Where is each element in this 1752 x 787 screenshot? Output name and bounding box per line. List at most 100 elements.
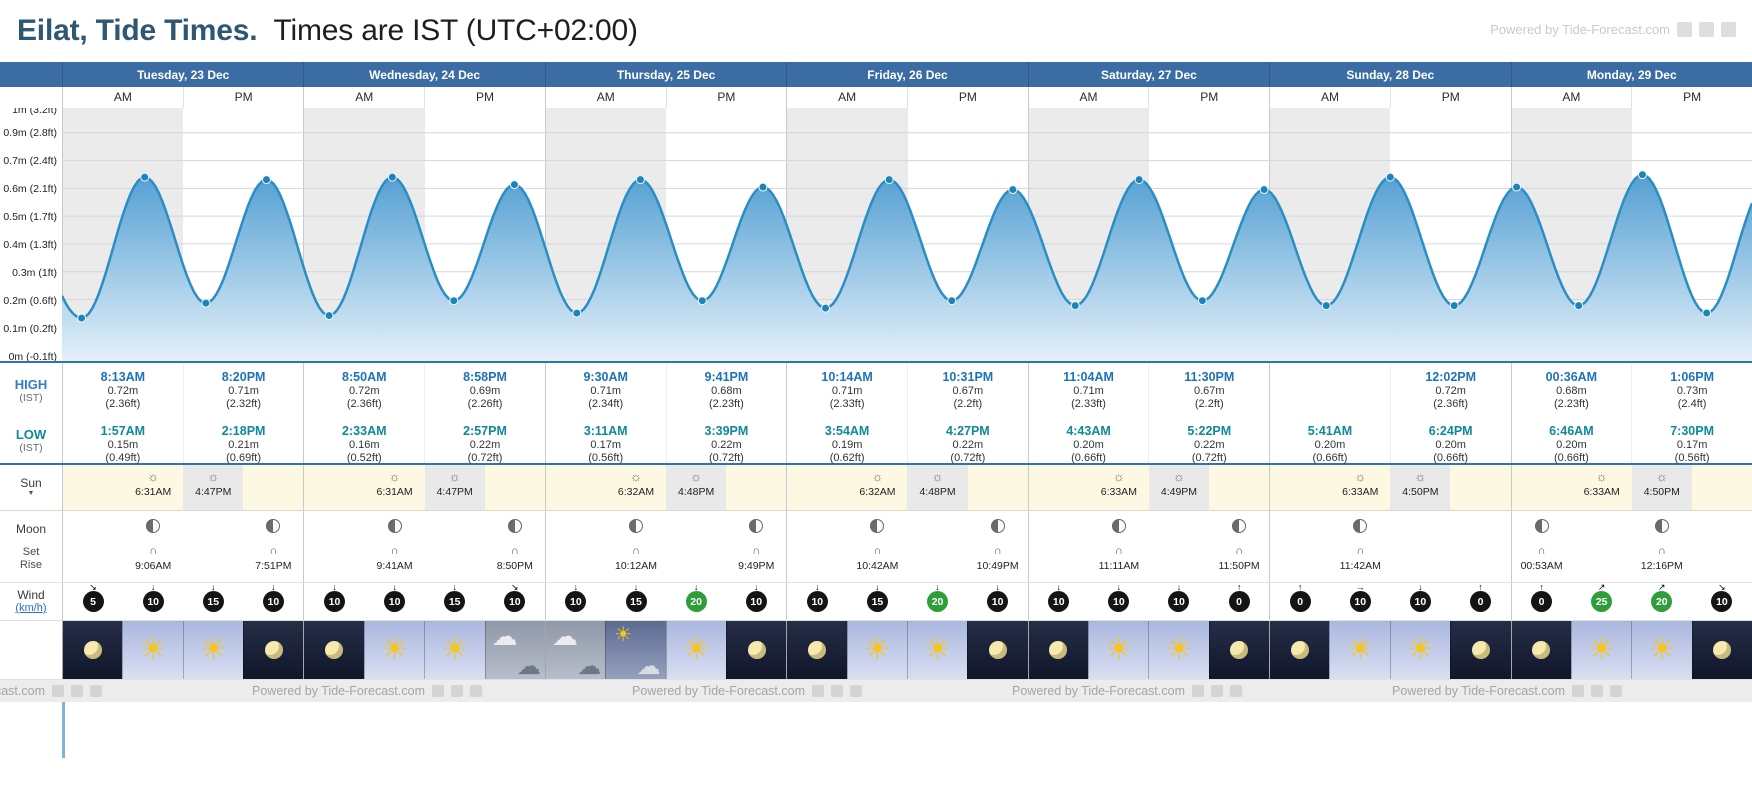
- high-tide-time: 1:06PM: [1670, 370, 1714, 384]
- moon-cell: ∩ 9:49PM: [726, 511, 786, 582]
- wind-cell: 0 ↑: [1270, 582, 1330, 620]
- weather-night-tile: [1511, 621, 1571, 679]
- moon-cell: ∩ 10:12AM: [606, 511, 666, 582]
- ampm-label: AM: [113, 90, 132, 104]
- tide-extreme-dot: [1259, 185, 1269, 195]
- wind-row-header: Wind (km/h): [0, 583, 62, 620]
- sun-empty-cell: [1450, 465, 1510, 510]
- wind-row-label: Wind: [17, 588, 45, 602]
- day-sun: ☼ 6:33AM ☼ 4:50PM: [1269, 465, 1510, 510]
- ampm-label: AM: [1562, 90, 1581, 104]
- tide-extreme-dot: [201, 298, 211, 308]
- tide-extreme-dot: [449, 296, 459, 306]
- moon-phase-icon: [990, 519, 1005, 533]
- low-tide-cell: 2:18PM 0.21m (0.69ft): [182, 417, 304, 464]
- chevron-down-icon[interactable]: ▼: [27, 490, 35, 497]
- social-icon: [432, 685, 444, 697]
- wind-speed-badge: 15 ↓: [202, 582, 224, 612]
- moon-cell: [1149, 511, 1209, 582]
- wind-speed-badge: 0 ↑: [1469, 582, 1491, 612]
- wind-speed-badge: 10 ↘: [504, 582, 526, 612]
- moon-rise-time: 11:42AM: [1339, 560, 1381, 572]
- social-icon: [1677, 22, 1692, 37]
- moon-set-icon: ∩: [752, 545, 761, 557]
- day-moon: ∩ 10:42AM ∩ 10:49PM: [786, 511, 1027, 582]
- day-header: Thursday, 25 Dec: [544, 62, 786, 87]
- high-tide-height-ft: (2.33ft): [1071, 398, 1106, 410]
- high-tide-height-m: 0.67m: [952, 385, 984, 397]
- sunrise-time: 6:32AM: [859, 486, 896, 498]
- low-tide-height-m: 0.15m: [107, 439, 139, 451]
- day-header: Tuesday, 23 Dec: [62, 62, 303, 87]
- sunset-icon: ☼: [207, 469, 220, 484]
- low-tide-height-ft: (0.72ft): [1191, 452, 1227, 464]
- low-tide-height-ft: (0.56ft): [1674, 452, 1710, 464]
- high-tide-time: 8:13AM: [100, 370, 146, 384]
- low-tide-height-m: 0.17m: [590, 439, 621, 451]
- high-tide-height-m: 0.67m: [1193, 385, 1225, 397]
- moon-icon: [83, 641, 102, 659]
- day-wind: 0 ↑ 25 ↗ 20 ↗ 10 ↘: [1510, 582, 1752, 620]
- wind-cell: 20 ↓: [666, 582, 726, 620]
- low-tide-height-m: 0.20m: [1435, 439, 1466, 451]
- cloud-icon: ☁: [516, 653, 541, 679]
- high-tide-time: 11:30PM: [1184, 370, 1235, 384]
- header-gutter: [0, 62, 62, 87]
- moon-cell: [183, 511, 243, 582]
- social-icon: [1572, 685, 1584, 697]
- wind-direction-arrow: ↑: [1236, 582, 1242, 592]
- wind-direction-arrow: ↓: [1056, 582, 1061, 592]
- day-moon: ∩ 00:53AM ∩ 12:16PM: [1510, 511, 1752, 582]
- moon-row: Moon Set Rise ∩ 9:06AM ∩ 7:51PM ∩ 9:41AM ∩ 8:50…: [0, 511, 1752, 583]
- day-ampm: AM PM: [1510, 87, 1752, 108]
- low-tide-height-m: 0.20m: [1556, 439, 1587, 451]
- y-axis: 1m (3.2ft) 0.9m (2.8ft) 0.7m (2.4ft) 0.6m (…: [0, 108, 62, 361]
- moon-set-label: Set: [22, 545, 40, 558]
- low-tide-time: 4:27PM: [945, 424, 990, 438]
- sunrise-cell: ☼ 6:32AM: [606, 465, 666, 510]
- wind-cell: 10 ↓: [123, 582, 183, 620]
- low-tide-cell: 4:43AM 0.20m (0.66ft): [1029, 417, 1149, 464]
- low-tide-time: 2:57PM: [463, 424, 507, 438]
- wind-direction-arrow: ↓: [1176, 582, 1182, 592]
- sun-row-label: Sun: [20, 476, 42, 490]
- sunrise-cell: ☼ 6:33AM: [1572, 465, 1632, 510]
- wind-cell: 10 ↓: [1390, 582, 1450, 620]
- day-wind: 10 ↓ 15 ↓ 20 ↓ 10 ↓: [544, 582, 786, 620]
- weather-partly-tile: ☀ ☁: [605, 621, 666, 679]
- sun-empty-cell: [1692, 465, 1752, 510]
- low-tide-height-ft: (0.72ft): [467, 452, 503, 464]
- low-tide-time: 5:41AM: [1307, 424, 1353, 438]
- sun-empty-cell: [726, 465, 786, 510]
- high-tide-height-m: 0.71m: [1073, 385, 1104, 397]
- moon-cell: ∩ 8:50PM: [485, 511, 545, 582]
- moon-rise-icon: ∩: [873, 545, 882, 557]
- sunset-icon: ☼: [1414, 469, 1427, 484]
- moon-cell: ∩ 7:51PM: [243, 511, 303, 582]
- day-weather: ☀ ☀: [62, 621, 304, 679]
- high-tide-cell: 1:06PM 0.73m (2.4ft): [1631, 363, 1752, 417]
- moon-rise-icon: ∩: [1657, 545, 1666, 557]
- wind-speed-badge: 10 ↓: [1048, 582, 1070, 612]
- low-tide-cell: 5:22PM 0.22m (0.72ft): [1148, 417, 1269, 464]
- moon-row-header: Moon Set Rise: [0, 511, 62, 582]
- tide-extreme-dot: [1008, 185, 1018, 195]
- weather-sunny-tile: ☀: [906, 621, 968, 679]
- low-tide-height-ft: (0.66ft): [1553, 452, 1589, 464]
- low-tide-height-ft: (0.69ft): [226, 452, 261, 464]
- social-icon: [71, 685, 83, 697]
- moon-cell: [546, 511, 606, 582]
- moon-cell: ∩ 9:41AM: [365, 511, 425, 582]
- wind-cell: 10 ↓: [726, 582, 786, 620]
- moon-phase-icon: [749, 519, 764, 533]
- day-header: Saturday, 27 Dec: [1027, 62, 1269, 87]
- wind-cell: 10 ↓: [1029, 582, 1089, 620]
- tide-extreme-dot: [77, 313, 87, 323]
- moon-phase-icon: [387, 519, 402, 533]
- wind-units-link[interactable]: (km/h): [15, 602, 47, 614]
- high-row-timezone: (IST): [19, 391, 43, 404]
- day-wind: 10 ↓ 10 ↓ 10 ↓ 0 ↑: [1027, 582, 1269, 620]
- ampm-label: PM: [1389, 87, 1511, 108]
- low-tide-cell: 4:27PM 0.22m (0.72ft): [906, 417, 1028, 464]
- wind-speed-badge: 15 ↓: [625, 582, 647, 612]
